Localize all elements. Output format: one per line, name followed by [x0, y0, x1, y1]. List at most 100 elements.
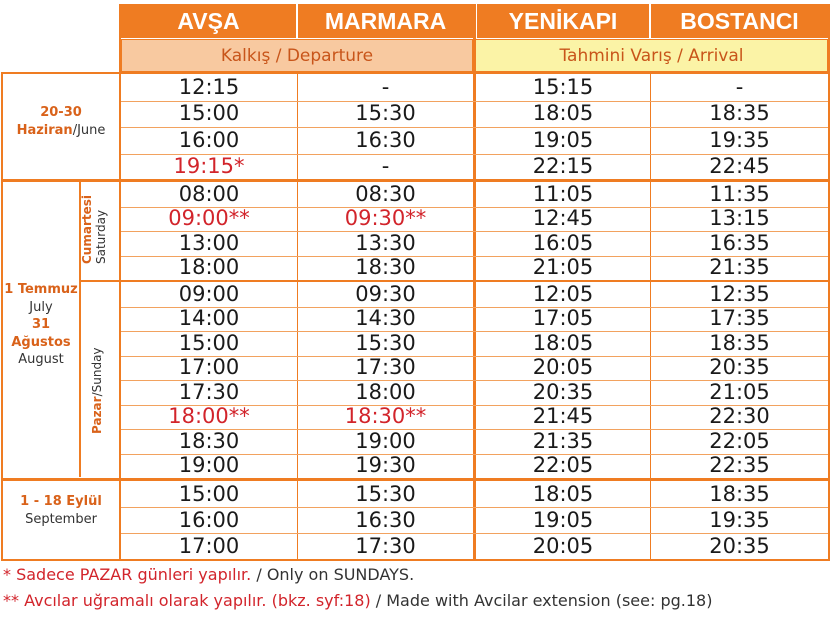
cell-avsa: 18:00**: [168, 404, 250, 429]
footnote-1-tr: * Sadece PAZAR günleri yapılır.: [3, 565, 252, 584]
column-header-bostanci: BOSTANCI: [651, 4, 828, 38]
row-separator: [121, 153, 828, 155]
cell-yenikapi: 21:45: [532, 404, 594, 429]
cell-avsa: 14:00: [178, 306, 240, 331]
period-june-month-tr: Haziran: [16, 122, 73, 138]
cell-marmara: 14:30: [355, 306, 416, 331]
cell-avsa: 17:00: [178, 355, 240, 380]
period-june-dates: 20-30: [40, 105, 82, 120]
divider-departure-arrival: [473, 4, 476, 561]
cell-marmara: -: [381, 74, 390, 99]
cell-yenikapi: 20:05: [532, 533, 594, 558]
cell-bostanci: 22:05: [709, 428, 770, 453]
footnote-2-en: / Made with Avcilar extension (see: pg.1…: [370, 591, 713, 610]
row-separator: [121, 404, 828, 406]
cell-bostanci: 19:35: [709, 507, 770, 532]
period-june-month-en: /June: [72, 122, 106, 138]
cell-yenikapi: 22:05: [532, 453, 594, 478]
divider-period-1: [1, 179, 830, 182]
cell-avsa: 17:00: [178, 533, 240, 558]
sunday-label-en: /Sunday: [90, 347, 104, 397]
period-summer-label: 1 Temmuz July 31 Ağustos August: [3, 281, 79, 369]
cell-bostanci: 16:35: [709, 230, 770, 255]
cell-avsa: 12:15: [178, 74, 240, 99]
cell-bostanci: 22:35: [709, 453, 770, 478]
cell-yenikapi: 12:05: [532, 281, 594, 306]
cell-avsa: 18:00: [178, 255, 240, 280]
cell-marmara: 09:30: [355, 281, 416, 306]
cell-bostanci: 18:35: [709, 101, 770, 126]
cell-marmara: 19:00: [355, 428, 416, 453]
cell-marmara: 16:30: [355, 507, 416, 532]
divider-day-column: [79, 180, 81, 477]
cell-yenikapi: 12:45: [532, 206, 594, 231]
footnote-sundays-only: * Sadece PAZAR günleri yapılır. / Only o…: [3, 565, 414, 584]
cell-avsa: 15:00: [178, 481, 240, 506]
departure-subheader: Kalkış / Departure: [121, 39, 473, 72]
cell-avsa: 19:15*: [173, 154, 245, 179]
period-september-month-en: September: [25, 511, 97, 527]
cell-yenikapi: 19:05: [532, 127, 594, 152]
divider-avsa-marmara: [297, 73, 298, 561]
cell-avsa: 15:00: [178, 330, 240, 355]
cell-avsa: 09:00**: [168, 206, 250, 231]
border-bottom: [1, 559, 830, 561]
period-summer-end: 31 Ağustos: [11, 317, 71, 350]
period-summer-end-en: August: [18, 352, 64, 368]
cell-bostanci: 20:35: [709, 355, 770, 380]
cell-bostanci: 21:35: [709, 255, 770, 280]
cell-marmara: 13:30: [355, 230, 416, 255]
cell-bostanci: 12:35: [709, 281, 770, 306]
divider-yenikapi-bostanci: [650, 73, 651, 561]
cell-marmara: 17:30: [355, 355, 416, 380]
column-header-yenikapi: YENİKAPI: [477, 4, 649, 38]
cell-marmara: 15:30: [355, 481, 416, 506]
cell-bostanci: 19:35: [709, 127, 770, 152]
cell-bostanci: 18:35: [709, 330, 770, 355]
footnote-2-tr: ** Avcılar uğramalı olarak yapılır. (bkz…: [3, 591, 371, 610]
ferry-timetable: AVŞA MARMARA YENİKAPI BOSTANCI Kalkış / …: [1, 4, 830, 561]
cell-yenikapi: 15:15: [532, 74, 594, 99]
cell-bostanci: 22:30: [709, 404, 770, 429]
cell-yenikapi: 18:05: [532, 481, 594, 506]
row-separator: [121, 453, 828, 455]
sunday-label: Pazar/Sunday: [90, 347, 104, 434]
row-separator: [121, 507, 828, 508]
period-summer-start-en: July: [29, 299, 53, 315]
cell-avsa: 16:00: [178, 127, 240, 152]
cell-marmara: -: [381, 154, 390, 179]
saturday-label-en: Saturday: [94, 209, 109, 264]
period-june-label: 20-30 Haziran/June: [3, 104, 119, 139]
row-separator: [121, 429, 828, 430]
cell-yenikapi: 18:05: [532, 330, 594, 355]
cell-yenikapi: 18:05: [532, 101, 594, 126]
row-separator: [121, 331, 828, 332]
border-right: [828, 4, 830, 561]
cell-avsa: 17:30: [178, 379, 240, 404]
row-separator: [121, 306, 828, 308]
cell-bostanci: -: [735, 74, 744, 99]
border-top: [1, 72, 830, 74]
footnote-avcilar-extension: ** Avcılar uğramalı olarak yapılır. (bkz…: [3, 591, 712, 610]
cell-marmara: 08:30: [355, 181, 416, 206]
saturday-label-tr: Cumartesi: [80, 195, 94, 264]
cell-marmara: 18:30**: [344, 404, 427, 429]
cell-yenikapi: 22:15: [532, 154, 594, 179]
column-header-avsa: AVŞA: [121, 4, 296, 38]
arrival-subheader: Tahmini Varış / Arrival: [475, 39, 828, 72]
cell-avsa: 09:00: [178, 281, 240, 306]
cell-avsa: 15:00: [178, 101, 240, 126]
cell-bostanci: 20:35: [709, 533, 770, 558]
divider-period-2: [1, 478, 830, 481]
cell-marmara: 18:00: [355, 379, 416, 404]
cell-avsa: 19:00: [178, 453, 240, 478]
cell-yenikapi: 16:05: [532, 230, 594, 255]
divider-label-column: [119, 4, 121, 561]
cell-marmara: 18:30: [355, 255, 416, 280]
cell-yenikapi: 20:35: [532, 379, 594, 404]
row-separator: [121, 206, 828, 208]
cell-marmara: 15:30: [355, 330, 416, 355]
border-left: [1, 73, 3, 561]
period-september-label: 1 - 18 Eylül September: [3, 493, 119, 528]
row-separator: [121, 355, 828, 357]
